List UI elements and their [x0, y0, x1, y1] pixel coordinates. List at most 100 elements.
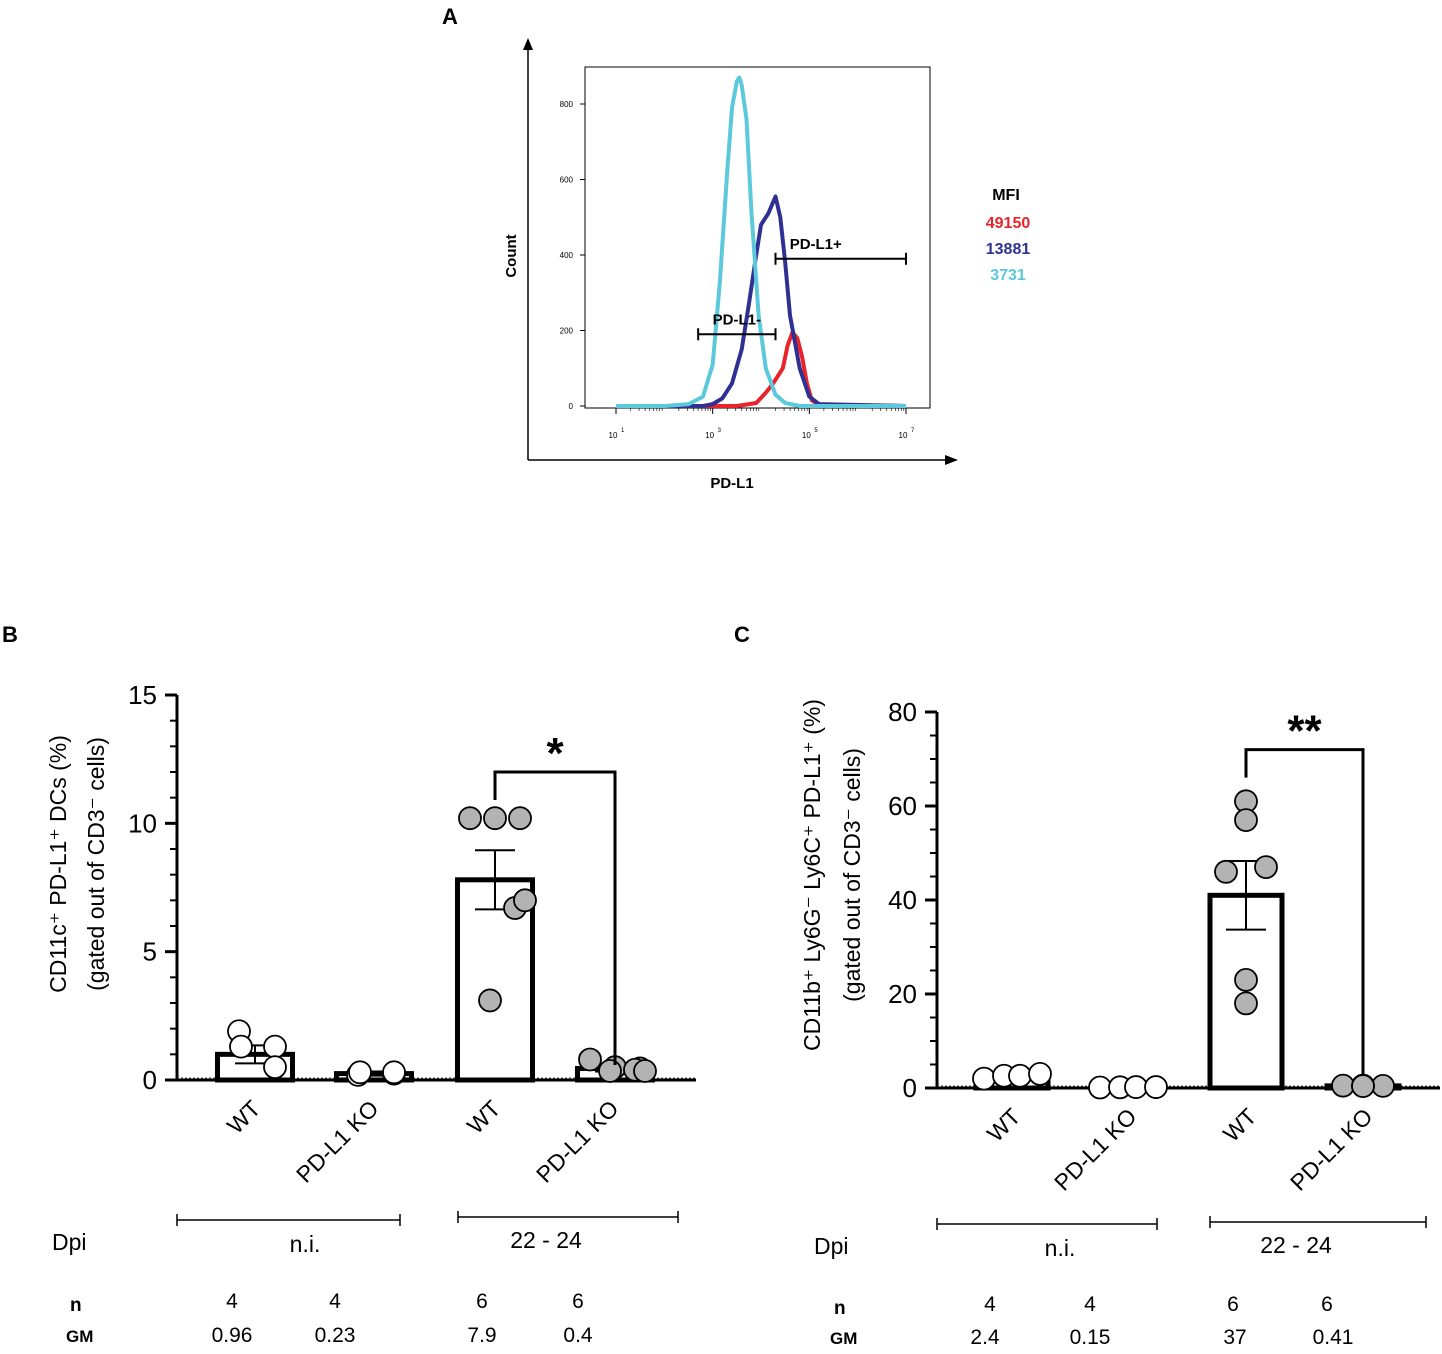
data-point-b-0: [263, 1055, 287, 1080]
panel-c-category-2: WT: [1218, 1103, 1262, 1147]
panel-c-gm-1: 0.15: [1070, 1326, 1111, 1349]
panel-b-y-tick-label: 0: [143, 1065, 157, 1095]
panel-b-n-label: n: [70, 1295, 82, 1316]
panel-b-letter: B: [2, 622, 18, 647]
panel-b-y-tick-label: 5: [143, 937, 157, 967]
data-point-b-1: [348, 1060, 372, 1085]
panel-c-y-label-line1: CD11b⁺ Ly6G⁻ Ly6C⁺ PD-L1⁺ (%): [799, 699, 825, 1051]
panel-a-y-ticks: 0 200 400 600 800: [560, 100, 585, 411]
panel-c-y-label-line2: (gated out of CD3⁻ cells): [839, 748, 865, 1002]
significance-bracket-b: [493, 770, 617, 1065]
data-point-b-3: [578, 1047, 602, 1072]
data-point-b-2: [513, 888, 537, 913]
panel-b-n-0: 4: [226, 1290, 238, 1313]
panel-c-letter: C: [734, 622, 750, 647]
data-point-b-2: [508, 806, 532, 831]
panel-b-y-tick-label: 15: [128, 680, 157, 710]
panel-a-y-tick-label: 600: [560, 176, 574, 185]
panel-a-x-tick-exponent: 1: [621, 428, 625, 434]
gate-label-PD-L1+: PD-L1+: [790, 236, 842, 253]
panel-a-x-tick-exponent: 3: [718, 428, 722, 434]
panel-a-x-tick-label: 10: [609, 431, 618, 440]
data-point-c-0: [1008, 1063, 1032, 1088]
data-point-c-3: [1371, 1073, 1395, 1098]
panel-c-y-tick-label: 20: [888, 979, 917, 1009]
panel-c-gm-3: 0.41: [1313, 1326, 1354, 1349]
legend-entry-49150: 49150: [986, 215, 1031, 232]
panel-c-gm-0: 2.4: [970, 1326, 1000, 1349]
histogram-3731: [616, 75, 906, 408]
panel-c-group-label-dpi: 22 - 24: [1260, 1232, 1332, 1258]
significance-star-b: *: [546, 729, 564, 778]
panel-b-y-tick-label: 10: [128, 808, 157, 838]
data-point-c-2: [1214, 859, 1238, 884]
data-point-b-1: [382, 1060, 406, 1085]
panel-a-letter: A: [442, 4, 458, 29]
panel-c-y-tick-label: 80: [888, 697, 917, 727]
panel-c-y-tick-label: 0: [903, 1073, 917, 1103]
panel-c-n-3: 6: [1321, 1293, 1333, 1316]
panel-a-y-arrow-icon: [523, 38, 533, 50]
legend-entry-3731: 3731: [990, 267, 1026, 284]
panel-b-n-3: 6: [572, 1290, 584, 1313]
panel-c-y-tick-label: 60: [888, 791, 917, 821]
data-point-c-3: [1331, 1073, 1355, 1098]
panel-b-y-label-line1: CD11c⁺ PD-L1⁺ DCs (%): [45, 735, 71, 993]
significance-star-c: **: [1287, 707, 1322, 756]
panel-b-gm-0: 0.96: [212, 1324, 253, 1347]
panel-c-category-3: PD-L1 KO: [1285, 1103, 1378, 1196]
panel-b-plot: 0 5 10 15 *: [128, 680, 696, 1095]
panel-a-y-tick-label: 0: [569, 402, 574, 411]
data-point-c-2: [1234, 968, 1258, 992]
panel-b-n-2: 6: [476, 1290, 488, 1313]
panel-b-category-3: PD-L1 KO: [531, 1095, 624, 1188]
data-point-b-3: [633, 1059, 657, 1083]
panel-c-n-0: 4: [984, 1293, 996, 1316]
panel-b-n-1: 4: [329, 1290, 341, 1313]
histogram-13881: [616, 194, 907, 408]
panel-a-y-axis-label: Count: [503, 234, 520, 277]
panel-a-x-tick-label: 10: [705, 431, 714, 440]
data-point-b-0: [229, 1034, 253, 1059]
panel-c-n-1: 4: [1084, 1293, 1096, 1316]
panel-b-group-label-dpi: 22 - 24: [510, 1227, 582, 1253]
panel-a-y-tick-label: 200: [560, 327, 574, 336]
panel-b-dpi-label: Dpi: [52, 1229, 87, 1255]
panel-b: B 0 5 10 15 * CD11c⁺ PD-L1⁺ DCs (%) (gated o…: [2, 622, 696, 1347]
data-point-c-2: [1254, 855, 1278, 879]
data-point-c-2: [1234, 808, 1258, 832]
legend-entry-13881: 13881: [986, 241, 1031, 258]
panel-a-plot-frame: [584, 66, 931, 409]
data-point-c-0: [1028, 1062, 1052, 1086]
data-point-b-2: [458, 806, 482, 831]
panel-c: C 0 20 40 60 80 ** CD11b⁺ Ly6G⁻ Ly6C⁺ PD-L1⁺ …: [734, 622, 1440, 1349]
panel-a-x-minor-ticks: [630, 408, 905, 411]
significance-bracket-c: [1244, 748, 1365, 1075]
panel-a-legend-title: MFI: [992, 187, 1020, 204]
panel-a-x-axis-label: PD-L1: [710, 475, 753, 492]
gate-label-PD-L1-: PD-L1-: [713, 311, 761, 328]
data-point-b-2: [478, 988, 502, 1013]
data-point-b-2: [483, 806, 507, 831]
panel-a-x-tick-exponent: 5: [814, 428, 818, 434]
panel-b-y-label-line2: (gated out of CD3⁻ cells): [83, 737, 109, 991]
panel-b-category-0: WT: [222, 1095, 266, 1139]
panel-c-y-tick-label: 40: [888, 885, 917, 915]
panel-c-category-0: WT: [982, 1103, 1026, 1147]
panel-b-gm-3: 0.4: [563, 1324, 593, 1347]
data-point-c-1: [1088, 1075, 1112, 1100]
panel-c-n-2: 6: [1227, 1293, 1239, 1316]
data-point-c-1: [1144, 1075, 1168, 1099]
panel-a-x-tick-label: 10: [802, 431, 811, 440]
panel-b-gm-2: 7.9: [467, 1324, 496, 1347]
panel-b-group-label-ni: n.i.: [290, 1231, 321, 1257]
panel-c-gm-2: 37: [1223, 1326, 1246, 1349]
panel-c-plot: 0 20 40 60 80 **: [888, 697, 1440, 1103]
panel-a-x-tick-label: 10: [899, 431, 908, 440]
panel-b-category-1: PD-L1 KO: [291, 1095, 384, 1188]
panel-a-gates: PD-L1- PD-L1+: [697, 236, 907, 341]
data-point-b-3: [598, 1059, 622, 1083]
panel-c-n-label: n: [834, 1298, 846, 1319]
data-point-c-2: [1234, 991, 1258, 1016]
